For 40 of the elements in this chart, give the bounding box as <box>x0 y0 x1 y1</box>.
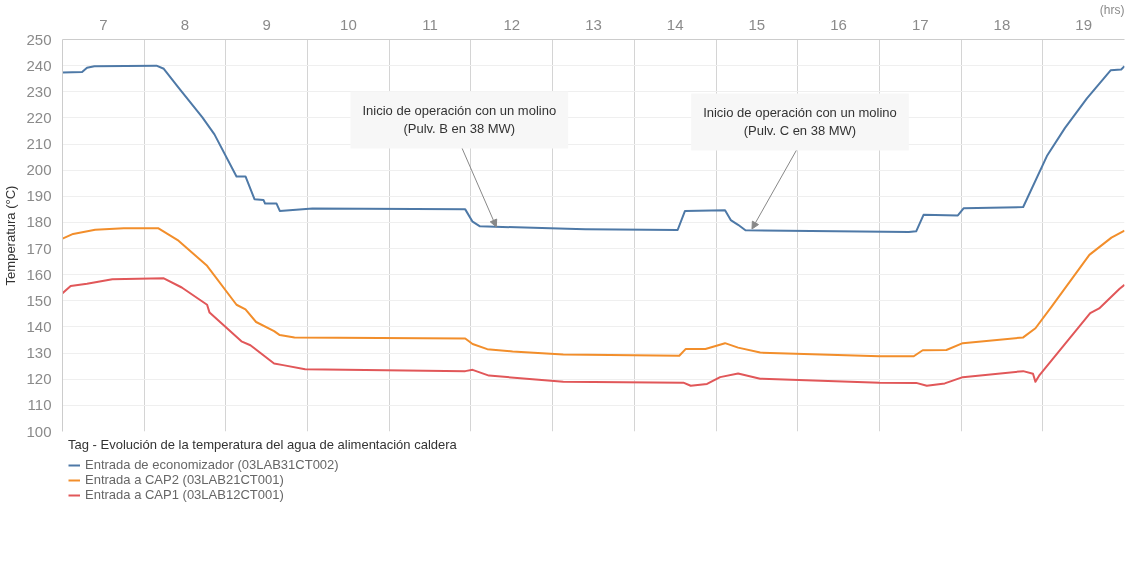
x-tick-label: 9 <box>262 15 271 33</box>
annotation: Inicio de operación con un molino (Pulv. B en 38 MW) <box>362 103 557 137</box>
x-tick-label: 8 <box>180 15 190 33</box>
y-tick-label: 220 <box>26 108 52 126</box>
y-tick-label: 140 <box>26 317 52 335</box>
x-tick-label: 14 <box>666 15 684 33</box>
x-axis-title: (hrs) <box>1099 2 1125 17</box>
y-tick-label: 150 <box>26 291 52 309</box>
legend-label: Entrada a CAP1 (03LAB12CT001) <box>85 487 284 502</box>
y-tick-label: 200 <box>26 161 52 179</box>
x-tick-label: 11 <box>422 15 438 33</box>
y-tick-label: 190 <box>26 187 52 205</box>
x-tick-label: 10 <box>340 15 357 33</box>
y-axis-title: Temperatura (°C) <box>3 185 19 286</box>
legend-label: Entrada a CAP2 (03LAB21CT001) <box>85 472 284 487</box>
x-tick-label: 13 <box>585 15 602 33</box>
legend-label: Entrada de economizador (03LAB31CT002) <box>85 457 339 472</box>
y-tick-label: 170 <box>26 239 52 257</box>
y-tick-label: 100 <box>26 422 52 440</box>
x-tick-label: 19 <box>1075 15 1092 33</box>
x-tick-label: 7 <box>99 15 108 33</box>
line-series <box>62 227 1125 358</box>
x-tick-label: 16 <box>830 15 847 33</box>
y-tick-label: 110 <box>27 396 52 414</box>
y-tick-label: 180 <box>26 213 52 231</box>
y-tick-label: 210 <box>26 135 52 153</box>
annotation: Inicio de operación con un molino (Pulv. C en 38 MW) <box>703 105 897 139</box>
y-tick-label: 120 <box>26 370 52 388</box>
y-tick-label: 250 <box>26 30 52 48</box>
line-series <box>62 277 1125 387</box>
y-tick-label: 160 <box>26 265 52 283</box>
x-tick-label: 15 <box>748 15 766 33</box>
x-tick-label: 17 <box>911 15 929 33</box>
y-tick-label: 230 <box>26 82 52 100</box>
x-tick-label: 18 <box>993 15 1011 33</box>
legend-title: Tag - Evolución de la temperatura del agua de alimentación caldera <box>68 437 457 452</box>
y-tick-label: 240 <box>26 56 52 74</box>
y-tick-label: 130 <box>26 344 52 362</box>
x-tick-label: 12 <box>503 15 521 33</box>
line-series <box>62 64 1125 234</box>
